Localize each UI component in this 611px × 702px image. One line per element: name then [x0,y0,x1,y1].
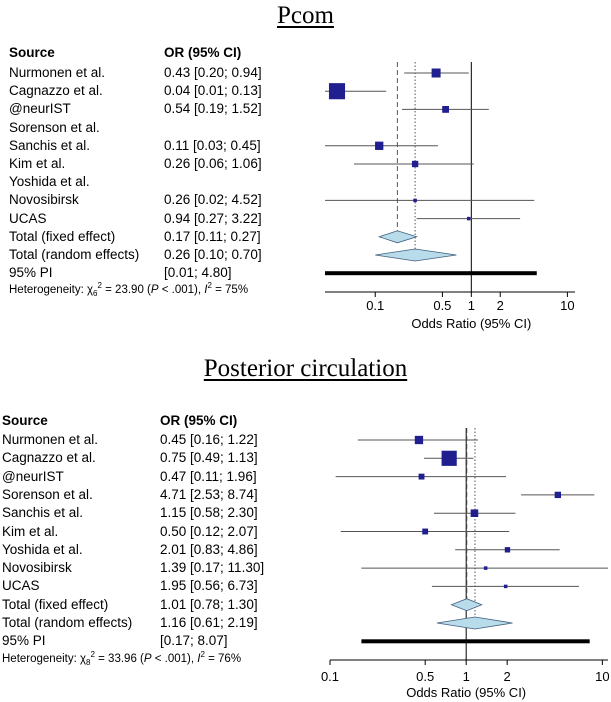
prediction-interval-bar [361,639,590,644]
row-label-study: Yoshida et al. [2,541,83,557]
posterior-heterogeneity: Heterogeneity: χ82 = 33.96 (P < .001), I… [2,650,242,668]
point-estimate [411,160,419,168]
fixed-diamond [450,598,483,612]
row-label-study: Novosibirsk [9,192,79,208]
row-ci-fixed: 0.17 [0.11; 0.27] [164,228,261,244]
x-tick-label: 10 [560,298,574,313]
x-tick-label: 2 [497,298,504,313]
row-ci-fixed: 1.01 [0.78; 1.30] [160,596,258,612]
posterior-title: Posterior circulation [203,355,408,382]
row-label-study: @neurIST [9,101,71,117]
row-label-study: Yoshida et al. [9,174,90,190]
point-estimate [418,473,425,480]
point-estimate [375,141,384,150]
row-label-study: Sorenson et al. [9,119,100,135]
row-label-study: @neurIST [2,468,64,484]
x-tick-label: 0.1 [366,298,384,313]
point-estimate [414,435,424,445]
point-estimate [483,566,488,570]
row-ci-study: 0.26 [0.06; 1.06] [164,156,262,171]
row-label-study: Novosibirsk [2,560,72,576]
row-ci-study: 0.47 [0.11; 1.96] [160,468,257,484]
x-tick-label: 0.5 [416,669,434,684]
row-ci-study: 0.04 [0.01; 0.13] [164,83,262,99]
row-ci-random: 1.16 [0.61; 2.19] [160,615,258,630]
row-ci-study: 1.95 [0.56; 6.73] [160,578,258,594]
row-ci-study: 0.45 [0.16; 1.22] [160,432,258,447]
point-estimate [504,547,511,553]
row-ci-study: 0.43 [0.20; 0.94] [164,65,262,80]
x-tick-label: 0.1 [321,669,339,684]
row-ci-study: 4.71 [2.53; 8.74] [160,486,258,502]
row-ci-study: 0.26 [0.02; 4.52] [164,192,262,208]
pcom-forest-plot: 0.1 0.5 1 2 10 Odds Ratio (95% CI) [325,62,575,331]
pcom-title: Pcom [277,2,334,29]
row-label-study: Kim et al. [9,156,66,171]
prediction-interval-bar [325,271,537,276]
point-estimate [442,106,449,113]
point-estimate [413,198,417,203]
random-diamond [375,248,457,262]
x-tick-label: 0.5 [433,298,451,313]
random-diamond [436,616,513,630]
row-label-study: UCAS [2,578,40,594]
point-estimate [431,68,441,78]
row-ci-study: 1.15 [0.58; 2.30] [160,505,258,521]
x-tick-label: 2 [504,669,511,684]
x-axis-label: Odds Ratio (95% CI) [406,685,526,700]
x-tick-label: 1 [468,298,475,313]
row-ci-pi: [0.17; 8.07] [160,633,228,649]
row-label-study: Kim et al. [2,523,59,539]
pcom-heterogeneity: Heterogeneity: χ62 = 23.90 (P < .001), I… [9,281,249,299]
row-label-fixed: Total (fixed effect) [2,596,109,612]
row-ci-pi: [0.01; 4.80] [164,265,232,281]
pcom-header-source: Source [9,45,55,60]
point-estimate [466,216,471,221]
row-label-study: UCAS [9,210,47,226]
row-label-study: Sanchis et al. [9,137,91,153]
point-estimate [470,509,479,517]
point-estimate [422,528,429,535]
pcom-header-or: OR (95% CI) [164,45,242,60]
posterior-header-source: Source [2,413,48,428]
point-estimate [328,83,346,100]
x-tick-label: 10 [595,669,609,684]
point-estimate [441,450,457,466]
x-tick-label: 1 [463,669,470,684]
point-estimate [554,491,562,499]
row-label-study: Sanchis et al. [2,505,84,521]
row-ci-study: 0.75 [0.49; 1.13] [160,450,258,466]
row-ci-study: 1.39 [0.17; 11.30] [160,560,265,576]
row-label-study: Nurmonen et al. [9,65,106,80]
row-ci-study: 2.01 [0.83; 4.86] [160,541,258,557]
row-ci-study: 0.94 [0.27; 3.22] [164,210,262,226]
row-label-pi: 95% PI [2,633,46,649]
posterior-header-or: OR (95% CI) [160,413,238,428]
row-ci-study: 0.50 [0.12; 2.07] [160,523,258,539]
x-axis-label: Odds Ratio (95% CI) [411,316,531,331]
point-estimate [503,584,508,589]
row-label-random: Total (random effects) [2,615,133,630]
row-label-study: Cagnazzo et al. [9,83,103,99]
row-ci-random: 0.26 [0.10; 0.70] [164,247,262,262]
row-label-study: Sorenson et al. [2,486,93,502]
row-ci-study: 0.54 [0.19; 1.52] [164,101,262,117]
row-label-study: Nurmonen et al. [2,432,99,447]
row-label-pi: 95% PI [9,265,53,281]
fixed-diamond [377,230,419,244]
row-ci-study: 0.11 [0.03; 0.45] [164,137,261,153]
row-label-fixed: Total (fixed effect) [9,228,116,244]
row-label-study: Cagnazzo et al. [2,450,96,466]
row-label-random: Total (random effects) [9,247,140,262]
